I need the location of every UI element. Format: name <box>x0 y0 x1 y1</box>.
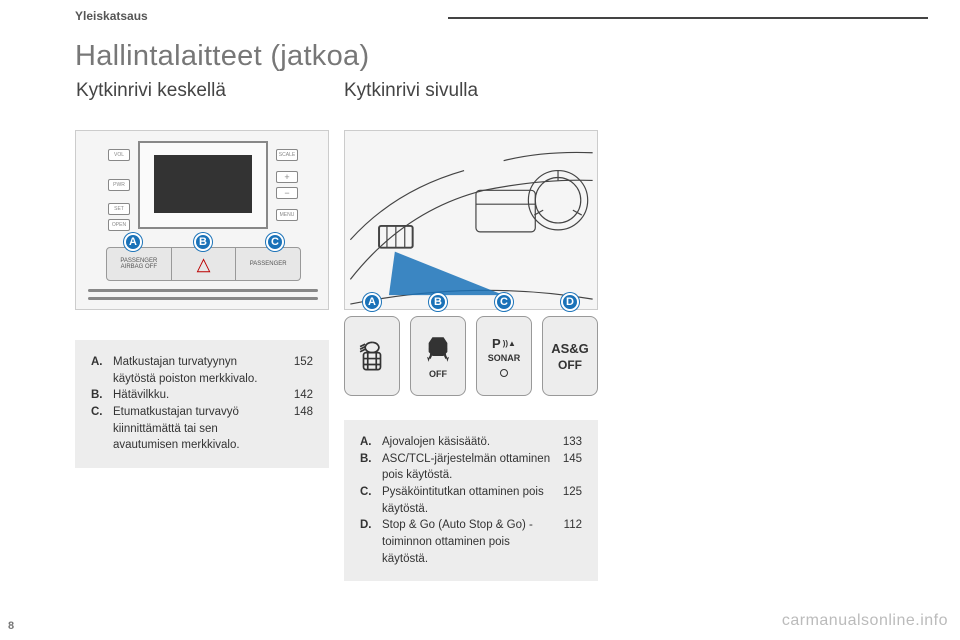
legend-text: Pysäköintitutkan ottaminen pois käytöstä… <box>382 484 552 517</box>
btn-open: OPEN <box>108 219 130 231</box>
legend-entry: B.Hätävilkku.142 <box>91 387 313 404</box>
legend-box-centre: A.Matkustajan turvatyynyn käytöstä poist… <box>75 340 329 468</box>
key-d-top: AS&G <box>551 341 589 356</box>
legend-text: ASC/TCL-järjestelmän ottaminen pois käyt… <box>382 451 552 484</box>
legend-box-side: A.Ajovalojen käsisäätö.133B.ASC/TCL-järj… <box>344 420 598 581</box>
legend-text: Stop & Go (Auto Stop & Go) -toiminnon ot… <box>382 517 552 567</box>
legend-label: A. <box>91 354 113 387</box>
legend-entry: B.ASC/TCL-järjestelmän ottaminen pois kä… <box>360 451 582 484</box>
legend-page: 112 <box>552 517 582 567</box>
legend-label: C. <box>360 484 382 517</box>
legend-page: 152 <box>283 354 313 387</box>
traction-off-icon <box>421 333 455 367</box>
badge-b: B <box>429 293 447 311</box>
indicator-dot <box>500 369 508 377</box>
watermark: carmanualsonline.info <box>782 612 948 630</box>
legend-label: B. <box>91 387 113 404</box>
legend-entry: C.Etumatkustajan turvavyö kiinnittämättä… <box>91 404 313 454</box>
key-c-sub: SONAR <box>488 353 521 363</box>
panel-passenger-label: PASSENGER <box>250 261 287 267</box>
subtitle-left: Kytkinrivi keskellä <box>76 80 226 102</box>
key-headlight-level: A <box>344 316 400 396</box>
legend-entry: D.Stop & Go (Auto Stop & Go) -toiminnon … <box>360 517 582 567</box>
legend-page: 148 <box>283 404 313 454</box>
header-rule <box>448 17 928 19</box>
badge-c: C <box>495 293 513 311</box>
btn-minus: − <box>276 187 298 199</box>
key-b-sub: OFF <box>429 369 447 379</box>
sonar-p-icon: P))▲ <box>492 336 516 351</box>
display-bezel <box>138 141 268 229</box>
legend-entry: A.Ajovalojen käsisäätö.133 <box>360 434 582 451</box>
badge-b: B <box>194 233 212 251</box>
dashboard-sketch <box>345 131 597 309</box>
trim-line <box>88 297 318 300</box>
key-sonar-off: C P))▲ SONAR <box>476 316 532 396</box>
legend-text: Hätävilkku. <box>113 387 283 404</box>
center-switch-strip: PASSENGER AIRBAG OFF △ PASSENGER <box>106 247 301 281</box>
trim-line <box>88 289 318 292</box>
subtitle-right: Kytkinrivi sivulla <box>344 80 478 102</box>
legend-page: 125 <box>552 484 582 517</box>
btn-vol: VOL <box>108 149 130 161</box>
btn-set: SET <box>108 203 130 215</box>
display-screen <box>154 155 252 213</box>
legend-label: A. <box>360 434 382 451</box>
key-asc-off: B OFF <box>410 316 466 396</box>
legend-text: Matkustajan turvatyynyn käytöstä poiston… <box>113 354 283 387</box>
panel-airbag-off: PASSENGER AIRBAG OFF <box>107 248 172 280</box>
btn-scale: SCALE <box>276 149 298 161</box>
legend-page: 142 <box>283 387 313 404</box>
badge-c: C <box>266 233 284 251</box>
panel-passenger: PASSENGER <box>236 248 300 280</box>
legend-text: Etumatkustajan turvavyö kiinnittämättä t… <box>113 404 283 454</box>
legend-label: B. <box>360 451 382 484</box>
legend-text: Ajovalojen käsisäätö. <box>382 434 552 451</box>
legend-entry: A.Matkustajan turvatyynyn käytöstä poist… <box>91 354 313 387</box>
key-d-sub: OFF <box>558 358 582 372</box>
key-row: A B OFF <box>344 316 598 400</box>
legend-label: C. <box>91 404 113 454</box>
legend-page: 145 <box>552 451 582 484</box>
legend-label: D. <box>360 517 382 567</box>
panel-airbag-label: PASSENGER AIRBAG OFF <box>120 258 157 270</box>
headlight-icon <box>355 339 389 373</box>
hazard-icon: △ <box>197 254 211 275</box>
figure-center-switches: VOL PWR SET OPEN SCALE + − MENU PASSENGE… <box>75 130 329 310</box>
chapter-label: Yleiskatsaus <box>75 9 148 23</box>
figure-side-switches <box>344 130 598 310</box>
key-asg-off: D AS&G OFF <box>542 316 598 396</box>
badge-d: D <box>561 293 579 311</box>
panel-hazard: △ <box>172 248 237 280</box>
legend-page: 133 <box>552 434 582 451</box>
btn-plus: + <box>276 171 298 183</box>
btn-pwr: PWR <box>108 179 130 191</box>
legend-entry: C.Pysäköintitutkan ottaminen pois käytös… <box>360 484 582 517</box>
badge-a: A <box>363 293 381 311</box>
page-title: Hallintalaitteet (jatkoa) <box>75 40 369 73</box>
page-number: 8 <box>8 620 14 632</box>
badge-a: A <box>124 233 142 251</box>
btn-menu: MENU <box>276 209 298 221</box>
